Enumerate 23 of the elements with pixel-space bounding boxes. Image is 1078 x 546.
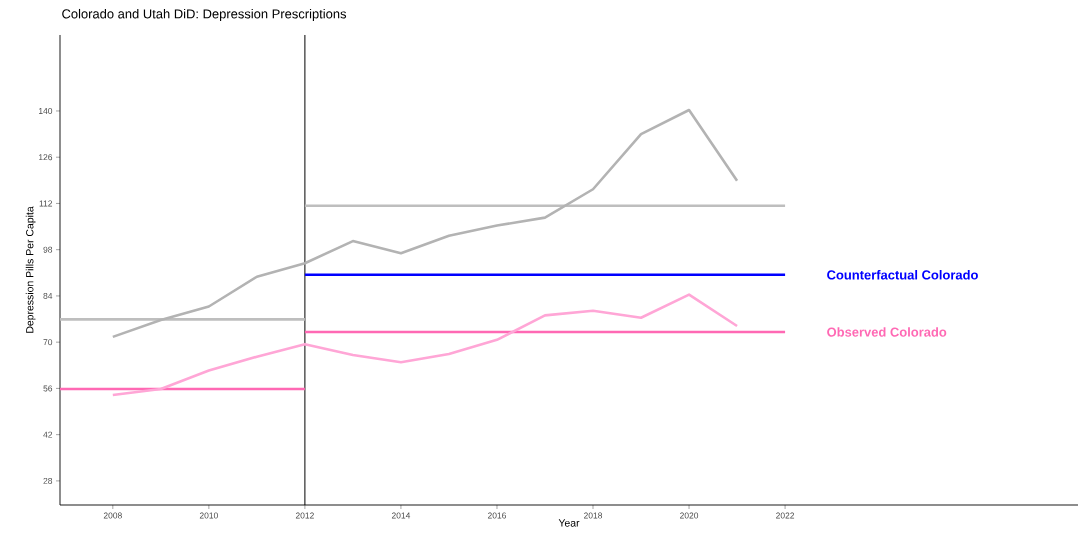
x-tick-label: 2008 bbox=[103, 512, 122, 519]
y-axis-title: Depression Pills Per Capita bbox=[25, 206, 36, 333]
y-tick-label: 98 bbox=[43, 246, 53, 253]
text: Observed Colorado bbox=[827, 327, 947, 337]
x-tick-label: 2014 bbox=[391, 512, 411, 519]
x-tick-label: 2012 bbox=[295, 512, 314, 519]
chart-title: Colorado and Utah DiD: Depression Prescriptions bbox=[62, 8, 347, 22]
x-axis-title: Year bbox=[558, 519, 580, 527]
y-tick-label: 70 bbox=[43, 339, 53, 346]
y-tick-label: 42 bbox=[43, 431, 53, 438]
x-tick-label: 2016 bbox=[487, 512, 507, 519]
x-tick-label: 2020 bbox=[680, 512, 699, 519]
y-tick-label: 56 bbox=[43, 385, 53, 392]
y-tick-label: 126 bbox=[39, 154, 53, 161]
x-tick-label: 2022 bbox=[776, 512, 795, 519]
y-tick-label: 84 bbox=[43, 292, 53, 299]
y-tick-label: 140 bbox=[39, 107, 53, 114]
x-tick-label: 2018 bbox=[584, 512, 603, 519]
x-tick-label: 2010 bbox=[199, 512, 218, 519]
text: Counterfactual Colorado bbox=[827, 270, 978, 280]
line-series bbox=[111, 293, 739, 397]
y-tick-label: 28 bbox=[43, 477, 53, 484]
y-tick-label: 112 bbox=[39, 200, 53, 207]
